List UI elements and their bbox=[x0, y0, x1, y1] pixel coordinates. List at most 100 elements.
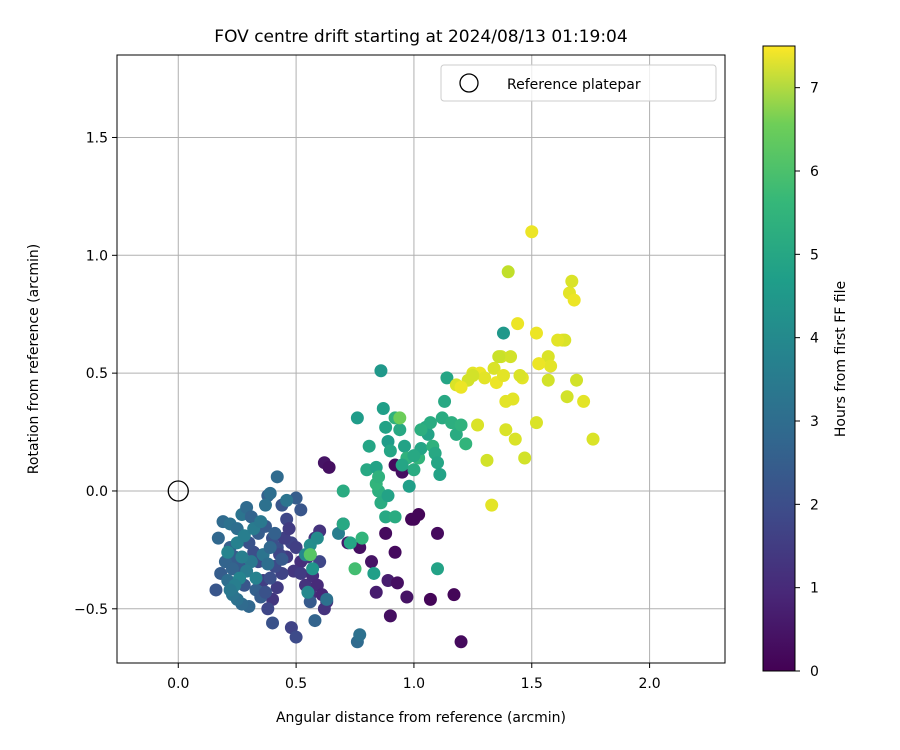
data-point bbox=[407, 463, 421, 477]
data-point bbox=[499, 394, 513, 408]
grid bbox=[117, 55, 725, 663]
data-point bbox=[289, 630, 303, 644]
data-point bbox=[249, 571, 263, 585]
data-point bbox=[544, 359, 558, 373]
data-point bbox=[280, 493, 294, 507]
data-point bbox=[433, 467, 447, 481]
legend-label: Reference platepar bbox=[507, 77, 641, 93]
data-point bbox=[369, 585, 383, 599]
data-point bbox=[322, 460, 336, 474]
data-point bbox=[211, 531, 225, 545]
data-point bbox=[459, 437, 473, 451]
data-point bbox=[343, 536, 357, 550]
data-point bbox=[261, 557, 275, 571]
colorbar-tick-label: 1 bbox=[810, 581, 819, 597]
data-point bbox=[353, 628, 367, 642]
x-axis-ticks: 0.0 0.5 1.0 1.5 2.0 bbox=[167, 663, 661, 692]
data-point bbox=[223, 583, 237, 597]
data-point bbox=[438, 394, 452, 408]
y-axis-label: Rotation from reference (arcmin) bbox=[26, 244, 42, 474]
data-point bbox=[365, 555, 379, 569]
data-point bbox=[565, 274, 579, 288]
data-point bbox=[393, 423, 407, 437]
data-point bbox=[513, 368, 527, 382]
colorbar-ticks: 0 1 2 3 4 5 6 7 bbox=[795, 81, 819, 680]
data-point bbox=[541, 373, 555, 387]
data-point bbox=[398, 439, 412, 453]
data-point bbox=[372, 470, 386, 484]
data-point bbox=[258, 498, 272, 512]
data-point bbox=[525, 225, 539, 239]
data-point bbox=[395, 458, 409, 472]
colorbar-tick-label: 6 bbox=[810, 164, 819, 180]
data-point bbox=[235, 550, 249, 564]
y-tick-label: 1.0 bbox=[86, 248, 108, 264]
data-point bbox=[362, 439, 376, 453]
data-point bbox=[348, 562, 362, 576]
data-point bbox=[390, 576, 404, 590]
data-point bbox=[336, 484, 350, 498]
data-point bbox=[367, 566, 381, 580]
data-point bbox=[237, 529, 251, 543]
data-points bbox=[209, 225, 600, 649]
data-point bbox=[508, 432, 522, 446]
data-point bbox=[388, 545, 402, 559]
data-point bbox=[294, 503, 308, 517]
legend: Reference platepar bbox=[440, 64, 717, 102]
colorbar-tick-label: 5 bbox=[810, 247, 819, 263]
data-point bbox=[381, 489, 395, 503]
data-point bbox=[496, 368, 510, 382]
data-point bbox=[294, 566, 308, 580]
data-point bbox=[379, 526, 393, 540]
reference-layer bbox=[167, 480, 189, 502]
data-point bbox=[423, 416, 437, 430]
y-tick-label: 0.5 bbox=[86, 366, 108, 382]
data-point bbox=[518, 451, 532, 465]
data-point bbox=[270, 470, 284, 484]
data-point bbox=[570, 373, 584, 387]
data-point bbox=[577, 394, 591, 408]
data-point bbox=[383, 609, 397, 623]
data-point bbox=[383, 444, 397, 458]
data-point bbox=[496, 326, 510, 340]
colorbar-tick-label: 3 bbox=[810, 414, 819, 430]
data-point bbox=[407, 449, 421, 463]
x-tick-label: 1.0 bbox=[403, 676, 425, 692]
data-point bbox=[263, 571, 277, 585]
data-point bbox=[560, 390, 574, 404]
data-point bbox=[355, 531, 369, 545]
data-point bbox=[320, 592, 334, 606]
data-point bbox=[430, 526, 444, 540]
data-point bbox=[402, 479, 416, 493]
chart-title: FOV centre drift starting at 2024/08/13 … bbox=[214, 27, 627, 47]
data-point bbox=[388, 510, 402, 524]
reference-point-marker bbox=[167, 480, 189, 502]
data-point bbox=[301, 585, 315, 599]
data-point bbox=[504, 350, 518, 364]
data-point bbox=[379, 510, 393, 524]
data-point bbox=[405, 512, 419, 526]
data-point bbox=[379, 420, 393, 434]
data-point bbox=[350, 411, 364, 425]
data-point bbox=[423, 592, 437, 606]
data-point bbox=[275, 552, 289, 566]
colorbar-tick-label: 7 bbox=[810, 81, 819, 97]
legend-box bbox=[440, 64, 717, 102]
data-point bbox=[336, 517, 350, 531]
data-point bbox=[440, 371, 454, 385]
data-point bbox=[209, 583, 223, 597]
data-point bbox=[308, 614, 322, 628]
y-tick-label: 1.5 bbox=[86, 130, 108, 146]
x-axis-label: Angular distance from reference (arcmin) bbox=[276, 710, 566, 726]
data-point bbox=[551, 333, 565, 347]
data-point bbox=[376, 401, 390, 415]
data-point bbox=[310, 531, 324, 545]
data-point bbox=[306, 562, 320, 576]
y-axis-ticks: −0.5 0.0 0.5 1.0 1.5 bbox=[74, 130, 117, 618]
data-point bbox=[567, 293, 581, 307]
data-point bbox=[430, 456, 444, 470]
data-point bbox=[454, 635, 468, 649]
data-point bbox=[263, 541, 277, 555]
data-point bbox=[501, 265, 515, 279]
data-point bbox=[263, 486, 277, 500]
